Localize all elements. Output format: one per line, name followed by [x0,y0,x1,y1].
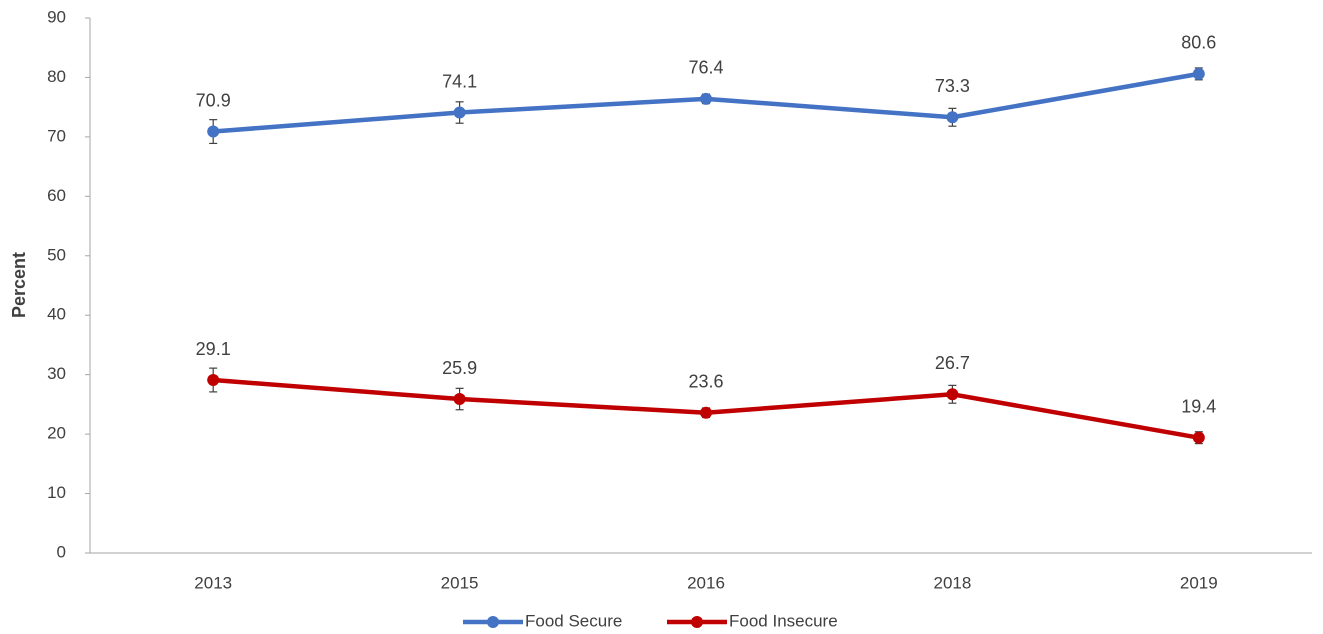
legend-label: Food Secure [525,611,622,630]
data-label: 73.3 [935,76,970,96]
point [946,388,959,401]
legend-label: Food Insecure [729,611,838,630]
point [1192,431,1205,444]
y-tick-label: 80 [47,67,66,86]
data-label: 23.6 [688,371,723,391]
data-label: 29.1 [196,339,231,359]
x-tick-label: 2015 [441,573,479,592]
y-tick-label: 30 [47,364,66,383]
point [453,393,466,406]
x-tick-label: 2018 [933,573,971,592]
point [207,374,220,387]
point [700,92,712,105]
y-tick-label: 10 [47,483,66,502]
y-tick-label: 20 [47,424,66,443]
data-label: 70.9 [196,90,231,110]
data-label: 74.1 [442,71,477,91]
legend-marker [691,616,703,628]
data-label: 26.7 [935,353,970,373]
y-tick-label: 70 [47,126,66,145]
y-tick-label: 60 [47,186,66,205]
data-label: 25.9 [442,358,477,378]
y-tick-label: 50 [47,245,66,264]
y-tick-label: 90 [47,7,66,26]
legend-marker [487,616,499,628]
x-tick-label: 2019 [1180,573,1218,592]
data-label: 19.4 [1181,396,1216,416]
y-tick-label: 0 [57,542,66,561]
point [946,111,959,124]
y-tick-label: 40 [47,305,66,324]
data-label: 80.6 [1181,33,1216,53]
point [207,125,220,138]
point [1192,67,1205,80]
x-tick-label: 2016 [687,573,725,592]
x-tick-label: 2013 [194,573,232,592]
point [453,106,466,119]
point [700,406,712,419]
data-label: 76.4 [688,58,723,78]
y-axis-title: Percent [9,252,29,318]
